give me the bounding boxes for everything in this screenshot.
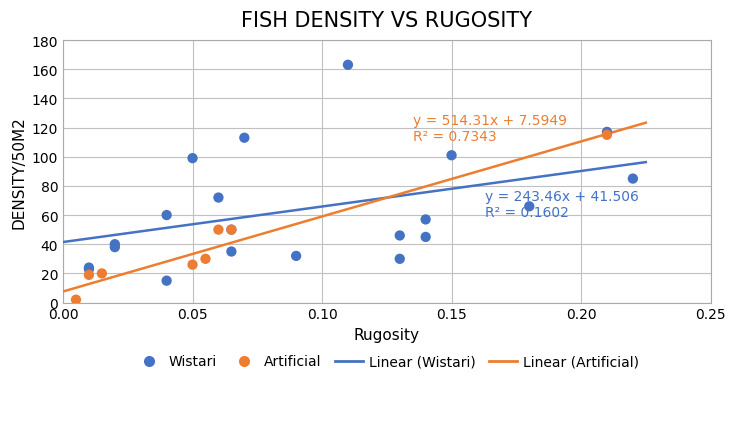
Text: y = 514.31x + 7.5949
R² = 0.7343: y = 514.31x + 7.5949 R² = 0.7343 [413,114,567,144]
Point [83,272,95,279]
Point [394,256,405,263]
Point [446,153,458,160]
Point [420,234,432,241]
Point [200,256,212,263]
Point [83,264,95,271]
Point [109,241,121,248]
Point [239,135,251,142]
Point [290,253,302,260]
Legend: Wistari, Artificial, Linear (Wistari), Linear (Artificial): Wistari, Artificial, Linear (Wistari), L… [130,349,644,374]
Point [186,155,198,162]
Point [212,195,224,202]
Point [342,62,354,69]
Point [523,203,535,210]
Point [212,227,224,233]
X-axis label: Rugosity: Rugosity [354,327,420,342]
Point [627,176,639,183]
Point [394,233,405,240]
Point [109,244,121,251]
Point [226,227,237,233]
Point [226,249,237,255]
Point [96,270,108,277]
Point [226,227,237,233]
Point [186,261,198,268]
Point [601,129,613,136]
Text: y = 243.46x + 41.506
R² = 0.1602: y = 243.46x + 41.506 R² = 0.1602 [485,189,639,219]
Point [70,297,82,304]
Title: FISH DENSITY VS RUGOSITY: FISH DENSITY VS RUGOSITY [241,11,532,31]
Point [420,216,432,223]
Y-axis label: DENSITY/50M2: DENSITY/50M2 [11,116,26,228]
Point [83,266,95,273]
Point [161,212,172,219]
Point [601,132,613,139]
Point [161,278,172,285]
